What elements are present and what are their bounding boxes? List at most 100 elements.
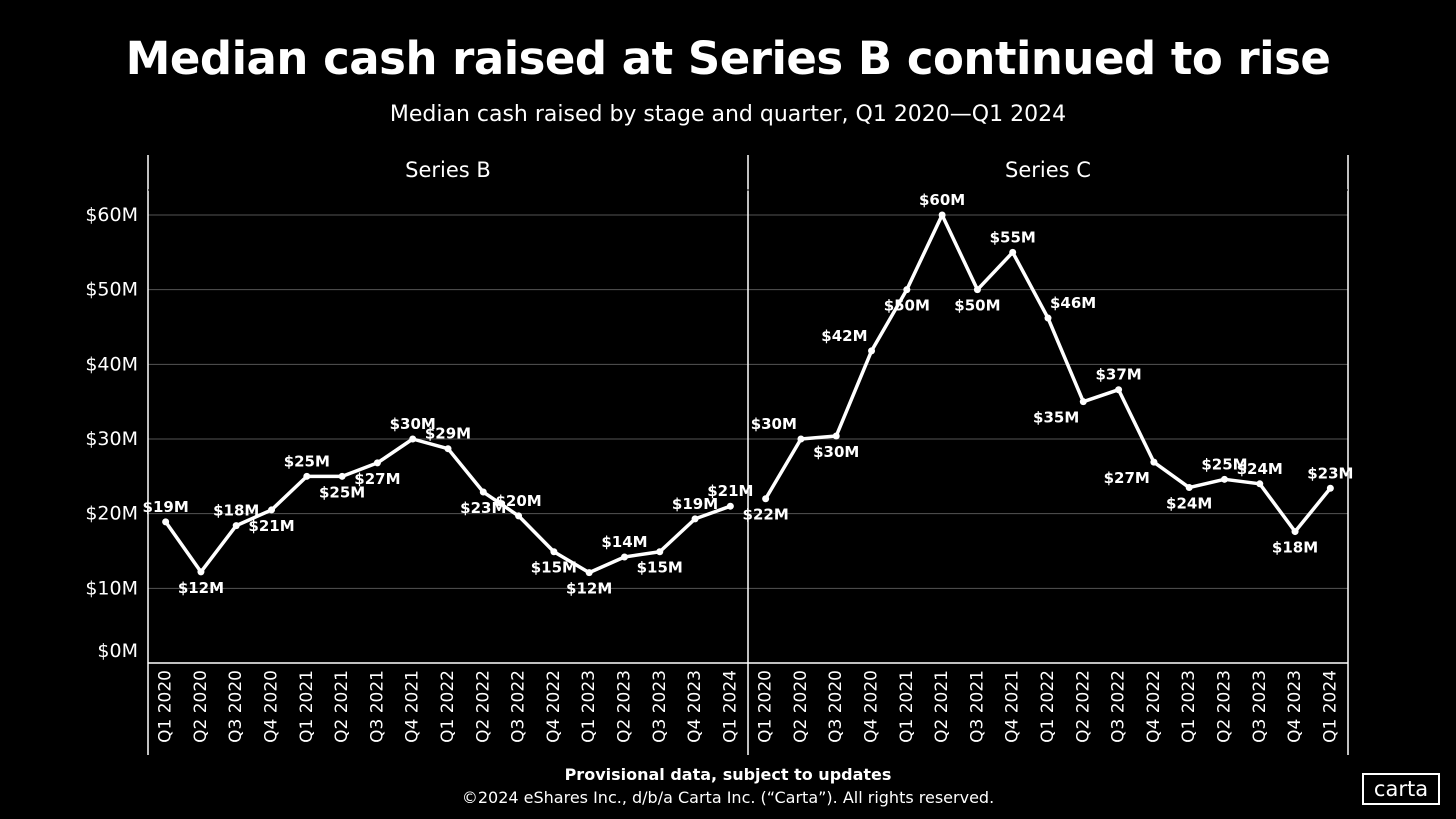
x-tick-label: Q1 2021 <box>297 670 317 743</box>
x-tick-label: Q2 2020 <box>191 670 211 743</box>
data-point <box>832 432 840 440</box>
x-tick-label: Q1 2022 <box>1038 670 1058 743</box>
x-tick-label: Q2 2023 <box>1214 670 1234 743</box>
data-label: $24M <box>1237 460 1283 478</box>
data-label: $15M <box>531 559 577 577</box>
data-label: $22M <box>743 506 789 524</box>
x-tick-label: Q2 2020 <box>791 670 811 743</box>
data-point <box>797 435 805 443</box>
y-tick-label: $10M <box>85 577 138 599</box>
data-label: $55M <box>990 228 1036 246</box>
data-label: $21M <box>707 482 753 500</box>
footer-note: Provisional data, subject to updates <box>564 765 892 784</box>
footer-copyright: ©2024 eShares Inc., d/b/a Carta Inc. (“C… <box>461 788 995 807</box>
y-tick-label: $40M <box>85 353 138 375</box>
x-tick-label: Q3 2020 <box>226 670 246 743</box>
data-label: $21M <box>248 517 294 535</box>
data-label: $50M <box>884 297 930 315</box>
data-point <box>162 518 170 526</box>
x-tick-label: Q3 2023 <box>1250 670 1270 743</box>
data-label: $25M <box>284 452 330 470</box>
x-tick-label: Q4 2020 <box>862 670 882 743</box>
y-tick-label: $60M <box>85 204 138 226</box>
data-label: $29M <box>425 425 471 443</box>
y-tick-label: $50M <box>85 279 138 301</box>
data-point <box>550 548 558 556</box>
x-tick-label: Q4 2022 <box>1144 670 1164 743</box>
data-label: $60M <box>919 191 965 209</box>
y-tick-label: $20M <box>85 503 138 525</box>
panel-title: Series C <box>1005 158 1091 182</box>
data-label: $20M <box>495 492 541 510</box>
x-tick-label: Q1 2023 <box>1179 670 1199 743</box>
carta-logo: carta <box>1362 773 1440 805</box>
data-point <box>1044 314 1052 322</box>
data-point <box>1115 386 1123 394</box>
x-tick-label: Q2 2021 <box>332 670 352 743</box>
data-label: $23M <box>460 499 506 517</box>
data-point <box>1220 475 1228 483</box>
data-point <box>232 522 240 530</box>
data-point <box>1079 398 1087 406</box>
data-label: $30M <box>390 415 436 433</box>
x-tick-label: Q1 2022 <box>438 670 458 743</box>
data-label: $35M <box>1033 409 1079 427</box>
data-label: $50M <box>954 297 1000 315</box>
data-point <box>197 568 205 576</box>
data-point <box>620 553 628 561</box>
x-tick-label: Q1 2020 <box>156 670 176 743</box>
data-point <box>1150 458 1158 466</box>
x-tick-label: Q2 2023 <box>614 670 634 743</box>
data-label: $15M <box>637 559 683 577</box>
data-point <box>762 495 770 503</box>
data-point <box>1326 484 1334 492</box>
x-tick-label: Q4 2022 <box>544 670 564 743</box>
data-label: $23M <box>1307 464 1353 482</box>
data-label: $25M <box>319 483 365 501</box>
x-tick-label: Q3 2022 <box>1109 670 1129 743</box>
data-label: $19M <box>143 498 189 516</box>
data-point <box>479 488 487 496</box>
data-label: $12M <box>178 579 224 597</box>
x-tick-label: Q2 2021 <box>932 670 952 743</box>
x-tick-label: Q1 2024 <box>1320 670 1340 743</box>
data-label: $18M <box>1272 539 1318 557</box>
y-tick-label: $0M <box>97 640 138 662</box>
data-point <box>973 286 981 294</box>
data-point <box>585 569 593 577</box>
x-tick-label: Q2 2022 <box>1073 670 1093 743</box>
x-tick-label: Q1 2021 <box>897 670 917 743</box>
data-label: $46M <box>1050 294 1096 312</box>
data-point <box>726 502 734 510</box>
data-point <box>691 515 699 523</box>
x-tick-label: Q1 2020 <box>756 670 776 743</box>
data-label: $18M <box>213 502 259 520</box>
x-tick-label: Q3 2022 <box>509 670 529 743</box>
data-point <box>1185 484 1193 492</box>
data-point <box>1291 528 1299 536</box>
series-line <box>763 213 1333 534</box>
data-label: $24M <box>1166 495 1212 513</box>
data-label: $27M <box>354 470 400 488</box>
data-point <box>1256 480 1264 488</box>
data-point <box>409 435 417 443</box>
page-title: Median cash raised at Series B continued… <box>125 32 1331 85</box>
data-label: $25M <box>1201 455 1247 473</box>
data-point <box>338 472 346 480</box>
y-tick-label: $30M <box>85 428 138 450</box>
x-tick-label: Q3 2020 <box>826 670 846 743</box>
data-point <box>444 445 452 453</box>
data-point <box>373 459 381 467</box>
data-point <box>868 347 876 355</box>
x-tick-label: Q4 2023 <box>685 670 705 743</box>
data-point <box>268 506 276 514</box>
data-label: $30M <box>813 443 859 461</box>
x-tick-label: Q2 2022 <box>473 670 493 743</box>
data-point <box>656 548 664 556</box>
page-subtitle: Median cash raised by stage and quarter,… <box>389 102 1067 127</box>
x-tick-label: Q4 2023 <box>1285 670 1305 743</box>
data-label: $12M <box>566 580 612 598</box>
data-label: $27M <box>1104 469 1150 487</box>
x-tick-label: Q4 2021 <box>403 670 423 743</box>
data-point <box>938 211 946 219</box>
